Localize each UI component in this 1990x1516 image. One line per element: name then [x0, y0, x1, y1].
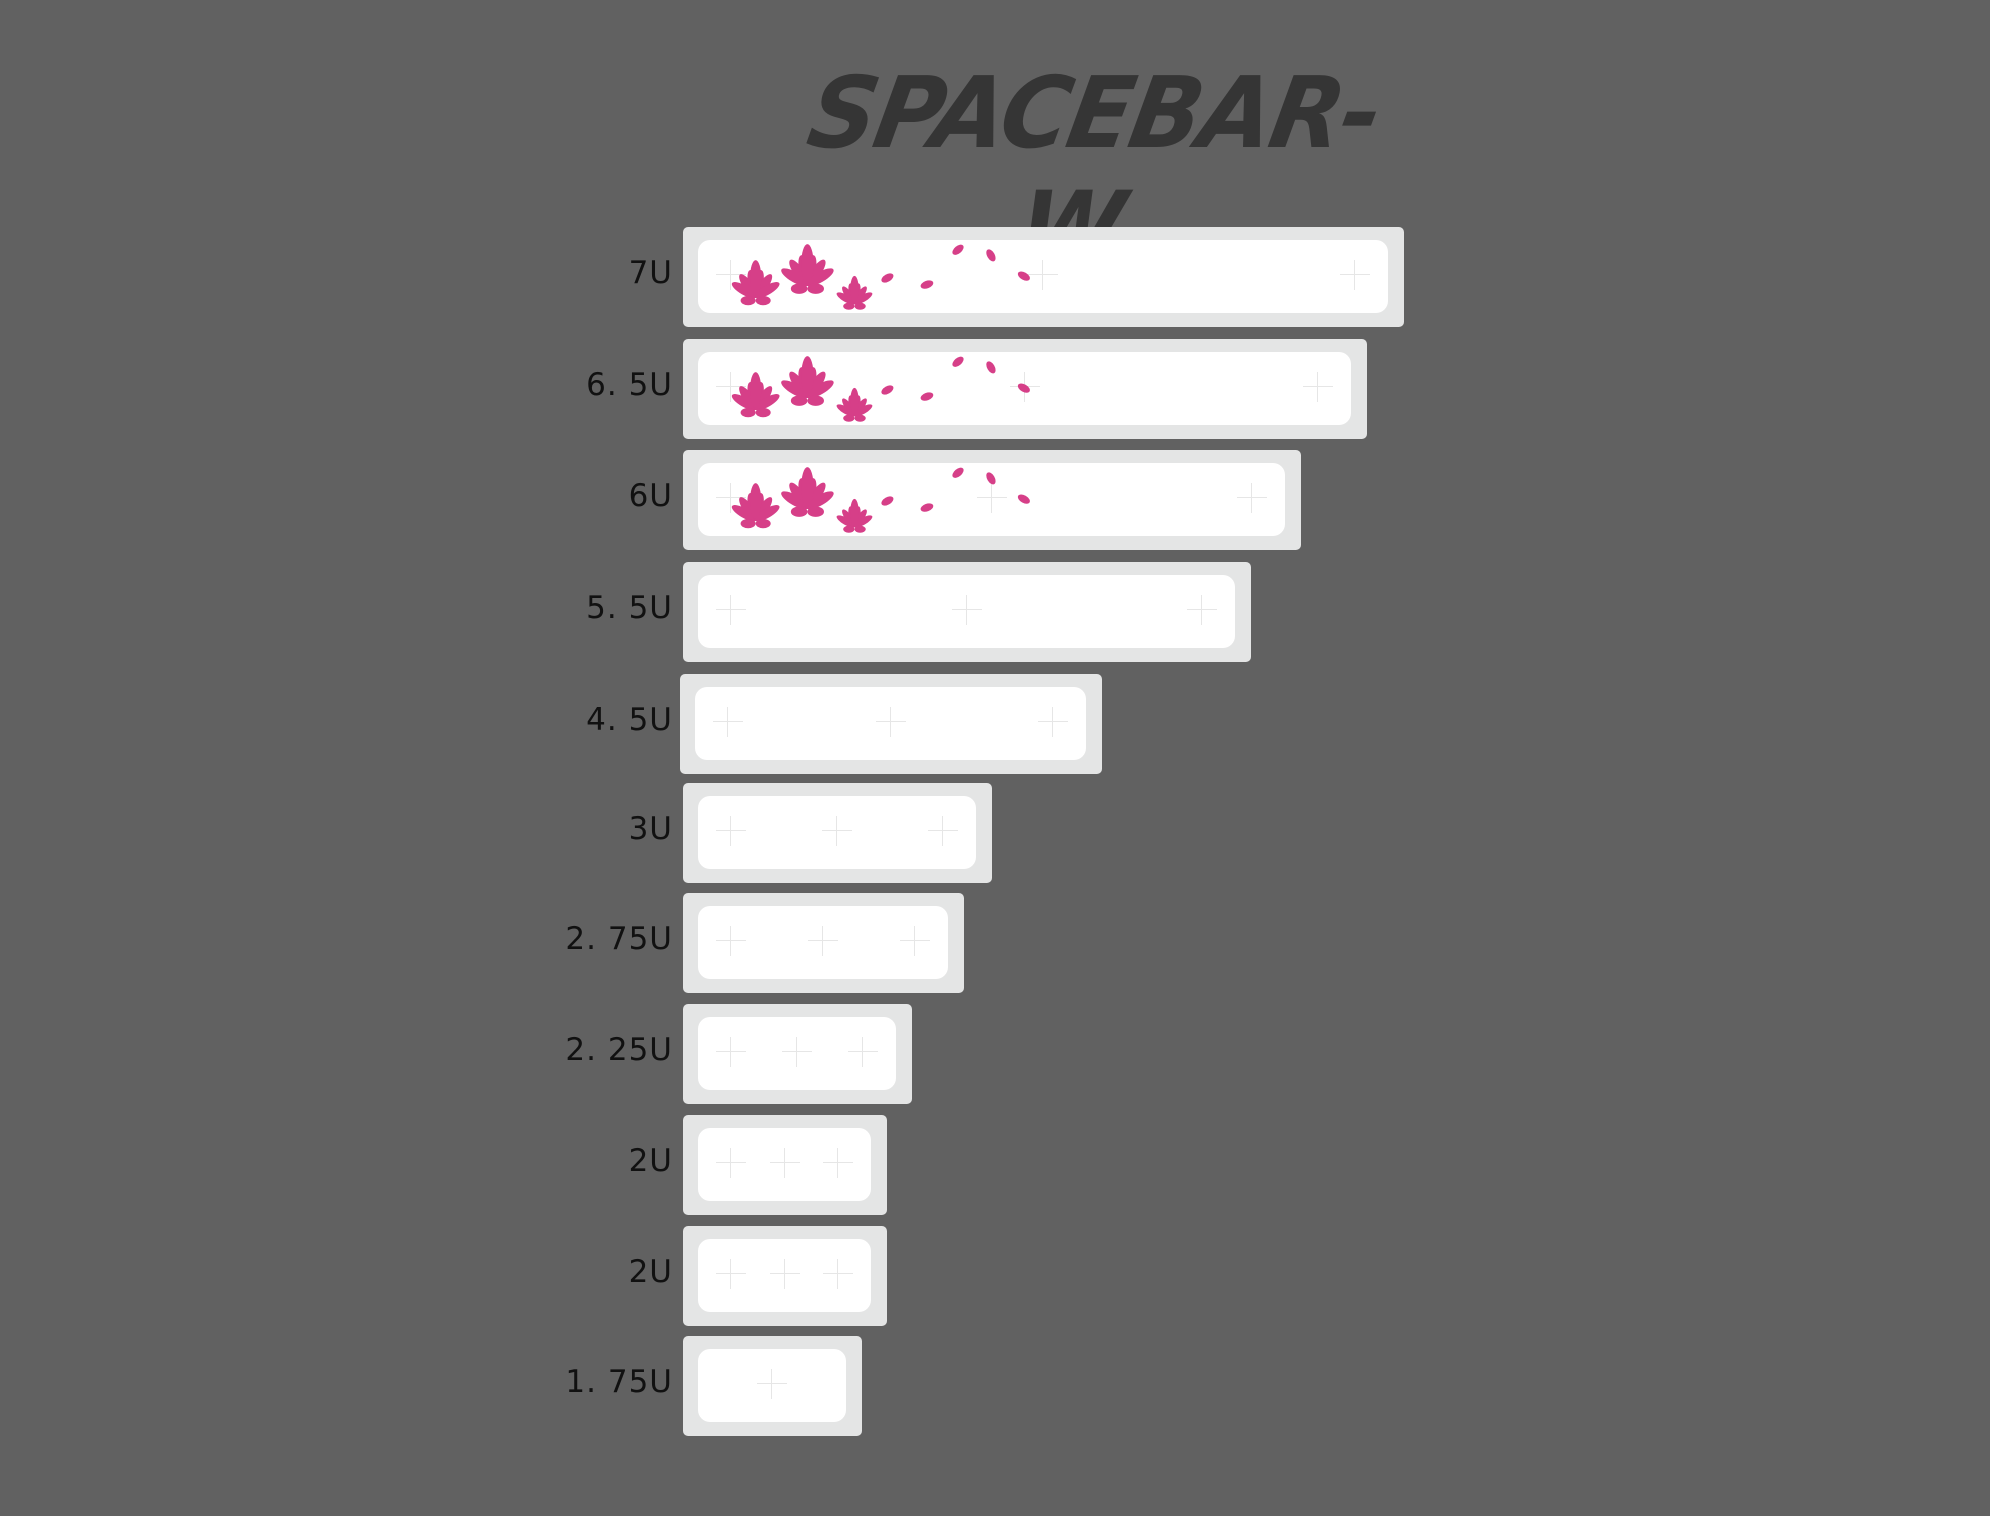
keycap-top-surface	[698, 1128, 871, 1201]
keycap-row: 2U	[0, 1115, 1990, 1215]
keycap-top-surface	[698, 240, 1388, 313]
spacebar-keycap[interactable]	[683, 1336, 862, 1436]
spacebar-keycap[interactable]	[683, 227, 1404, 327]
stabilizer-mark-icon	[1187, 595, 1217, 625]
stabilizer-mark-icon	[716, 816, 746, 846]
keycap-size-label: 4. 5U	[586, 702, 673, 738]
spacebar-keycap[interactable]	[683, 1115, 887, 1215]
lotus-flower-graphic	[731, 467, 1030, 533]
stabilizer-mark-icon	[1340, 260, 1370, 290]
spacebar-keycap[interactable]	[683, 783, 992, 883]
stabilizer-mark-icon	[716, 595, 746, 625]
keycap-size-label: 2. 75U	[565, 921, 673, 957]
stabilizer-mark-icon	[976, 483, 1007, 513]
stabilizer-mark-icon	[875, 707, 906, 737]
stabilizer-mark-icon	[769, 1259, 800, 1289]
keycap-row: 2. 75U	[0, 893, 1990, 993]
stabilizer-mark-icon	[1028, 260, 1058, 290]
keycap-row: 6U	[0, 450, 1990, 550]
keycap-size-label: 3U	[628, 811, 673, 847]
spacebar-keycap[interactable]	[683, 893, 964, 993]
keycap-row: 2U	[0, 1226, 1990, 1326]
keycap-size-label: 6. 5U	[586, 367, 673, 403]
keycap-row: 4. 5U	[0, 674, 1990, 774]
stabilizer-mark-icon	[716, 926, 746, 956]
keycap-row: 2. 25U	[0, 1004, 1990, 1104]
stabilizer-mark-icon	[1237, 483, 1267, 513]
stabilizer-mark-icon	[769, 1148, 800, 1178]
keycap-size-label: 5. 5U	[586, 590, 673, 626]
spacebar-keycap[interactable]	[683, 1004, 912, 1104]
stabilizer-mark-icon	[808, 926, 838, 956]
keycap-row: 3U	[0, 783, 1990, 883]
spacebar-keycap[interactable]	[683, 450, 1301, 550]
stabilizer-mark-icon	[716, 483, 746, 513]
spacebar-keycap[interactable]	[680, 674, 1102, 774]
stabilizer-mark-icon	[1303, 372, 1333, 402]
keycap-size-label: 6U	[628, 478, 673, 514]
keycap-size-label: 2U	[628, 1254, 673, 1290]
keycap-row: 7U	[0, 227, 1990, 327]
keycap-size-label: 1. 75U	[565, 1364, 673, 1400]
keycap-top-surface	[698, 796, 976, 869]
keycap-row: 6. 5U	[0, 339, 1990, 439]
stabilizer-mark-icon	[900, 926, 930, 956]
keycap-row: 1. 75U	[0, 1336, 1990, 1436]
keycap-top-surface	[698, 1239, 871, 1312]
stabilizer-mark-icon	[928, 816, 958, 846]
stabilizer-mark-icon	[823, 1259, 853, 1289]
stabilizer-mark-icon	[716, 1037, 746, 1067]
keycap-top-surface	[698, 906, 948, 979]
stabilizer-mark-icon	[713, 707, 743, 737]
stabilizer-mark-icon	[716, 1148, 746, 1178]
stabilizer-mark-icon	[782, 1037, 812, 1067]
stabilizer-mark-icon	[1038, 707, 1068, 737]
keycap-top-surface	[698, 1349, 846, 1422]
lotus-flower-graphic	[731, 356, 1030, 422]
stabilizer-mark-icon	[716, 372, 746, 402]
spacebar-keycap[interactable]	[683, 1226, 887, 1326]
keycap-row: 5. 5U	[0, 562, 1990, 662]
keycap-size-label: 2. 25U	[565, 1032, 673, 1068]
keycap-size-label: 7U	[628, 255, 673, 291]
keycap-top-surface	[698, 463, 1285, 536]
stabilizer-mark-icon	[822, 816, 852, 846]
spacebar-keycap[interactable]	[683, 339, 1367, 439]
stabilizer-mark-icon	[757, 1369, 787, 1399]
stabilizer-mark-icon	[716, 260, 746, 290]
stabilizer-mark-icon	[716, 1259, 746, 1289]
stabilizer-mark-icon	[823, 1148, 853, 1178]
keycap-size-label: 2U	[628, 1143, 673, 1179]
spacebar-keycap[interactable]	[683, 562, 1251, 662]
keycap-top-surface	[698, 1017, 896, 1090]
keycap-top-surface	[698, 352, 1351, 425]
stabilizer-mark-icon	[951, 595, 982, 625]
keycap-top-surface	[698, 575, 1235, 648]
lotus-flower-graphic	[731, 244, 1030, 310]
keycap-top-surface	[695, 687, 1086, 760]
stabilizer-mark-icon	[848, 1037, 878, 1067]
